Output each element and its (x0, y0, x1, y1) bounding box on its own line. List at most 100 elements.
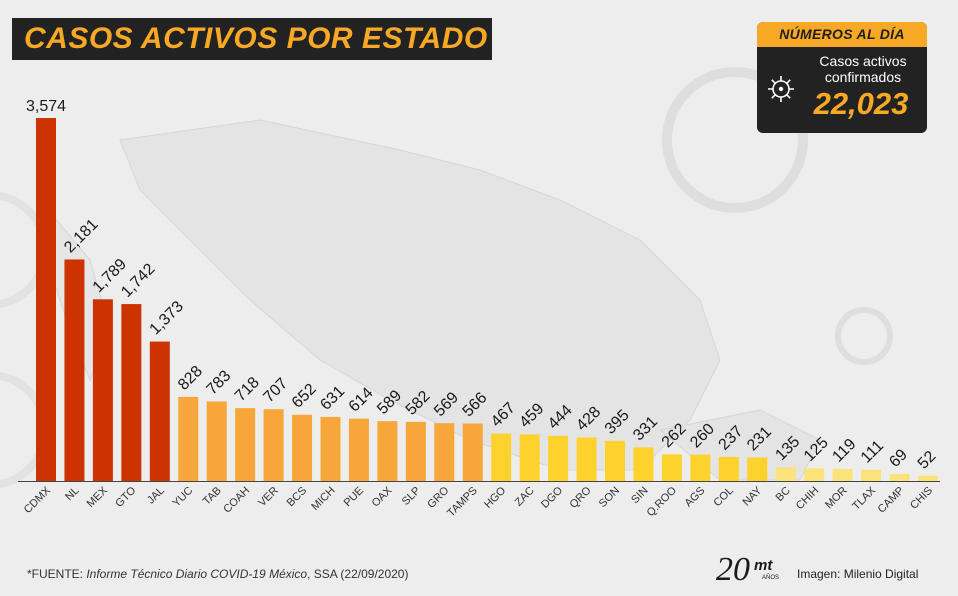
value-label: 260 (687, 420, 718, 451)
summary-value: 22,023 (813, 86, 909, 121)
value-label: 135 (773, 433, 804, 464)
x-tick-label: VER (256, 485, 281, 510)
virus-decoration-large (662, 67, 808, 213)
x-tick-label: TLAX (850, 484, 878, 512)
value-label: 707 (260, 375, 291, 406)
bar-cdmx (36, 118, 56, 481)
bar-mich (320, 416, 341, 481)
value-label: 231 (744, 423, 775, 454)
bar-coah (235, 408, 256, 481)
source-note: *FUENTE: Informe Técnico Diario COVID-19… (27, 567, 408, 581)
summary-header: NÚMEROS AL DÍA (757, 22, 927, 47)
value-label: 614 (346, 384, 377, 415)
x-tick-label: BCS (285, 485, 309, 509)
value-label: 718 (232, 374, 263, 405)
value-label: 589 (374, 387, 405, 418)
value-label: 631 (317, 383, 348, 414)
bar-gto (121, 304, 142, 481)
x-tick-label: BC (774, 485, 793, 504)
bar-mex (92, 299, 113, 481)
bar-nl (64, 259, 85, 481)
x-tick-label: SIN (629, 485, 650, 506)
bar-camp (889, 473, 910, 481)
source-title: Informe Técnico Diario COVID-19 México (86, 567, 308, 581)
bar-pue (348, 418, 369, 481)
bar-tamps (462, 423, 483, 481)
x-tick-label: COL (711, 485, 735, 509)
value-label: 52 (915, 448, 940, 473)
x-tick-label: NL (63, 485, 81, 503)
x-tick-label: HGO (482, 484, 509, 511)
bar-tab (206, 401, 227, 481)
bar-gro (434, 423, 455, 481)
virus-icon (768, 76, 794, 102)
bar-zac (519, 434, 540, 481)
value-label: 444 (545, 402, 576, 433)
logo-number: 20 (716, 551, 750, 584)
value-label: 69 (886, 446, 911, 471)
bar-sin (633, 447, 654, 481)
bar-hgo (491, 433, 512, 481)
x-tick-label: GRO (425, 484, 452, 511)
bar-nay (747, 457, 768, 481)
value-label: 1,373 (147, 298, 187, 338)
bar-slp (405, 421, 426, 481)
bar-bcs (292, 414, 313, 481)
source-suffix: , SSA (22/09/2020) (307, 567, 409, 581)
x-tick-label: DGO (539, 484, 566, 511)
summary-card: NÚMEROS AL DÍA Casos activos confirmados… (757, 22, 927, 133)
source-prefix: *FUENTE: (27, 567, 87, 581)
x-tick-label: GTO (113, 484, 139, 510)
value-label: 331 (630, 413, 661, 444)
bar-ags (690, 454, 711, 481)
summary-subtitle-line2: confirmados (824, 69, 902, 85)
x-tick-label: CHIS (908, 485, 935, 512)
x-tick-label: SLP (400, 485, 423, 508)
summary-subtitle-line1: Casos activos (819, 53, 907, 69)
x-tick-label: SON (597, 485, 622, 510)
bar-son (605, 440, 625, 481)
title-banner: CASOS ACTIVOS POR ESTADO (12, 18, 492, 60)
image-credit: Imagen: Milenio Digital (797, 567, 919, 581)
virus-decoration-small (835, 307, 893, 365)
x-tick-label: CHIH (794, 485, 822, 513)
value-label: 783 (204, 367, 235, 398)
value-label: 467 (488, 399, 519, 430)
x-tick-label: MICH (309, 485, 337, 513)
value-label: 582 (403, 388, 434, 419)
bar-chis (917, 475, 938, 481)
value-label: 262 (659, 420, 690, 451)
bar-dgo (548, 435, 569, 481)
x-tick-label: NAY (740, 484, 764, 508)
x-tick-label: ZAC (513, 485, 537, 509)
x-tick-label: CDMX (22, 484, 54, 516)
bar-mor (832, 468, 853, 481)
bar-tlax (861, 469, 882, 481)
x-tick-label: Q.ROO (645, 484, 680, 519)
value-label: 828 (175, 363, 206, 394)
value-label: 3,574 (26, 98, 66, 115)
x-tick-label: JAL (145, 485, 167, 507)
bar-qroo (661, 454, 682, 481)
value-label: 652 (289, 381, 320, 412)
value-label: 119 (829, 436, 859, 466)
bar-jal (149, 341, 170, 481)
x-tick-label: QRO (567, 484, 594, 511)
x-tick-label: TAMPS (445, 485, 480, 520)
x-tick-label: MEX (85, 484, 111, 510)
x-tick-label: PUE (342, 485, 366, 509)
value-label: 566 (460, 389, 491, 420)
value-label: 395 (602, 407, 633, 438)
bar-chih (804, 468, 825, 481)
summary-subtitle: Casos activos confirmados (801, 53, 925, 85)
value-label: 125 (801, 434, 832, 465)
x-tick-label: YUC (170, 485, 195, 510)
bar-qro (576, 437, 597, 481)
value-label: 428 (573, 403, 604, 434)
x-tick-label: OAX (370, 484, 395, 509)
bar-bc (775, 467, 796, 481)
value-label: 237 (716, 423, 747, 454)
value-label: 111 (858, 437, 887, 466)
x-tick-label: CAMP (876, 485, 907, 516)
